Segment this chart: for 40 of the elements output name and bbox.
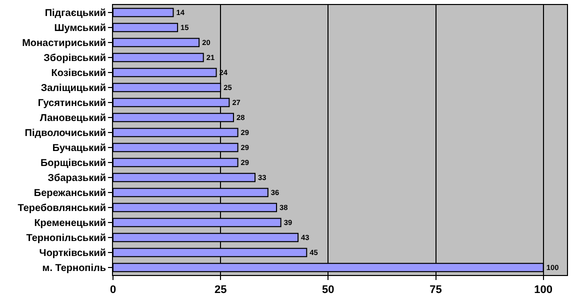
data-label: 20 <box>202 38 210 47</box>
data-label: 38 <box>280 202 288 212</box>
data-label: 33 <box>258 172 266 182</box>
x-tick-label: 50 <box>322 284 334 296</box>
y-tick-label: Зборівський <box>44 53 106 64</box>
y-tick-label: Козівський <box>51 68 106 79</box>
data-label: 28 <box>236 112 245 122</box>
data-label: 29 <box>240 128 250 137</box>
data-label: 36 <box>270 188 280 197</box>
y-tick-label: Монастириський <box>22 38 106 49</box>
x-tick-label: 0 <box>110 284 116 296</box>
y-tick-label: Гусятинський <box>38 98 106 109</box>
data-label: 43 <box>301 232 310 242</box>
y-tick-label: Лановецький <box>40 113 106 124</box>
data-label: 39 <box>284 218 292 227</box>
y-tick-label: Кременецький <box>34 218 106 229</box>
data-label: 27 <box>232 98 240 107</box>
y-tick-label: Шумський <box>54 23 106 34</box>
y-tick-label: Бучацький <box>52 143 106 154</box>
data-label: 29 <box>240 158 250 167</box>
data-label: 29 <box>240 142 250 152</box>
y-tick-label: Заліщицький <box>40 83 106 94</box>
y-tick-label: Борщівський <box>40 158 106 169</box>
x-tick-label: 75 <box>430 284 442 296</box>
data-label: 14 <box>176 8 186 17</box>
data-label: 100 <box>546 262 559 272</box>
y-tick-label: Підгаєцький <box>44 8 106 19</box>
data-label: 15 <box>180 22 189 32</box>
data-label: 45 <box>310 248 318 257</box>
data-label: 25 <box>224 82 232 92</box>
y-tick-label: Бережанський <box>34 188 106 199</box>
x-tick-label: 25 <box>214 284 227 296</box>
data-label: 21 <box>206 52 215 62</box>
y-tick-label: Теребовлянський <box>18 203 106 214</box>
y-tick-label: Підволочиський <box>24 128 106 139</box>
y-tick-label: Чортківський <box>39 248 106 259</box>
y-tick-label: Збаразький <box>48 173 106 184</box>
y-tick-label: Тернопільський <box>26 233 106 244</box>
y-tick-label: м. Тернопіль <box>42 263 106 274</box>
x-tick-label: 100 <box>534 284 553 296</box>
